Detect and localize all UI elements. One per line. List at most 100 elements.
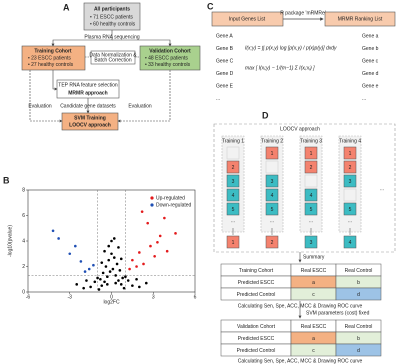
table-text: Validation Cohort	[237, 324, 276, 330]
output-box	[324, 11, 396, 27]
table-text: d	[357, 292, 360, 298]
box-item: • 23 ESCC patients	[28, 55, 71, 61]
point	[57, 237, 60, 240]
table-text: a	[312, 336, 315, 342]
fold-cell	[226, 160, 240, 174]
point	[83, 270, 87, 273]
fold-cell-label: 3	[232, 179, 235, 185]
box-item: • 71 ESCC patients	[90, 14, 133, 20]
fold-cell	[343, 160, 357, 174]
point	[156, 240, 159, 244]
point	[85, 279, 88, 282]
tool-label: R package 'mRMRe'	[280, 10, 326, 16]
fold-cell	[265, 160, 279, 174]
fold-cell	[304, 146, 318, 160]
box-title: Validation Cohort	[149, 48, 191, 54]
fold-cell-label: 4	[232, 193, 235, 199]
x-tick-label: 0	[110, 294, 113, 300]
step-note: SVM parameters (cost) fixed	[306, 310, 370, 316]
fold-cell	[304, 188, 318, 202]
gene-in: ...	[216, 96, 220, 102]
table-text: d	[357, 348, 360, 354]
box-title: All participants	[94, 6, 130, 12]
gene-in: Gene E	[216, 83, 234, 89]
table-text: c	[312, 348, 315, 354]
table-text: Predicted Control	[237, 348, 276, 354]
fold-cell-label: 5	[310, 207, 313, 213]
fold-cell	[304, 160, 318, 174]
legend-label: Up-regulated	[156, 195, 185, 201]
table-text: Predicted Control	[237, 292, 276, 298]
point	[106, 275, 109, 279]
formula: max [ I(xᵢ;y) − 1/(m−1) Σ I(xᵢ;xⱼ) ]	[245, 65, 315, 71]
point	[106, 283, 109, 286]
fold-cell	[265, 146, 279, 160]
x-tick-label: -6	[26, 294, 31, 300]
point	[110, 239, 113, 243]
gene-out: ...	[362, 96, 366, 102]
box-title: Input Genes List	[229, 16, 266, 22]
fold-cell	[265, 188, 279, 202]
fold-cell-label: 5	[271, 207, 274, 213]
point	[149, 244, 152, 248]
legend-marker	[150, 196, 154, 200]
point	[126, 279, 130, 282]
summary-label: Summary	[303, 254, 325, 260]
fold-cell	[343, 202, 357, 216]
held-out-cell	[226, 235, 240, 249]
section-title: LOOCV approach	[280, 126, 320, 132]
table-text: Real ESCC	[301, 268, 327, 274]
point	[112, 237, 116, 240]
box-item: Batch Correction	[94, 57, 131, 63]
gene-out: Gene a	[362, 33, 379, 39]
point	[142, 262, 145, 266]
step-note: Evaluation	[128, 103, 152, 109]
fold-cell	[265, 174, 279, 188]
fold-cell-label: 4	[310, 193, 313, 199]
fold-cell-label: 3	[349, 179, 352, 185]
fold-cell-label: 4	[271, 193, 274, 199]
step-note: Plasma RNA sequencing	[84, 34, 140, 40]
point	[99, 277, 102, 281]
point	[79, 260, 83, 263]
validation-box	[139, 45, 201, 71]
svm-box	[61, 112, 119, 131]
point	[92, 263, 95, 267]
gene-in: Gene B	[216, 46, 234, 52]
table-text: Real Control	[345, 324, 373, 330]
point	[107, 244, 111, 248]
fold-cell	[343, 146, 357, 160]
gene-out: Gene d	[362, 71, 379, 77]
point	[124, 275, 127, 279]
x-tick-label: 6	[194, 294, 197, 300]
held-out-cell	[343, 235, 357, 249]
point	[89, 285, 92, 289]
point	[135, 265, 138, 268]
point	[146, 221, 149, 225]
fold-cell	[304, 202, 318, 216]
gene-in: Gene C	[216, 58, 234, 64]
point	[97, 288, 101, 291]
box-method: LOOCV approach	[69, 122, 111, 128]
table-text: a	[312, 280, 315, 286]
step-note: Evaluation	[28, 103, 52, 109]
y-axis-label: -log10(pvalue)	[7, 225, 13, 257]
y-tick-label: 0	[22, 289, 25, 295]
point	[144, 281, 148, 285]
table-text: b	[357, 280, 360, 286]
box-title: MRMR Ranking List	[338, 16, 383, 22]
training-box	[21, 45, 86, 71]
point	[131, 258, 134, 262]
y-tick-label: 2	[22, 264, 25, 270]
table-text: c	[312, 292, 315, 298]
point	[101, 271, 105, 275]
panel-label: A	[63, 2, 70, 12]
point	[93, 280, 97, 284]
held-out-label: 2	[271, 240, 274, 246]
fold-cell-label: 3	[271, 179, 274, 185]
point	[163, 216, 166, 220]
ellipsis: ···	[231, 219, 236, 225]
point	[140, 210, 144, 213]
fold-cell	[343, 174, 357, 188]
